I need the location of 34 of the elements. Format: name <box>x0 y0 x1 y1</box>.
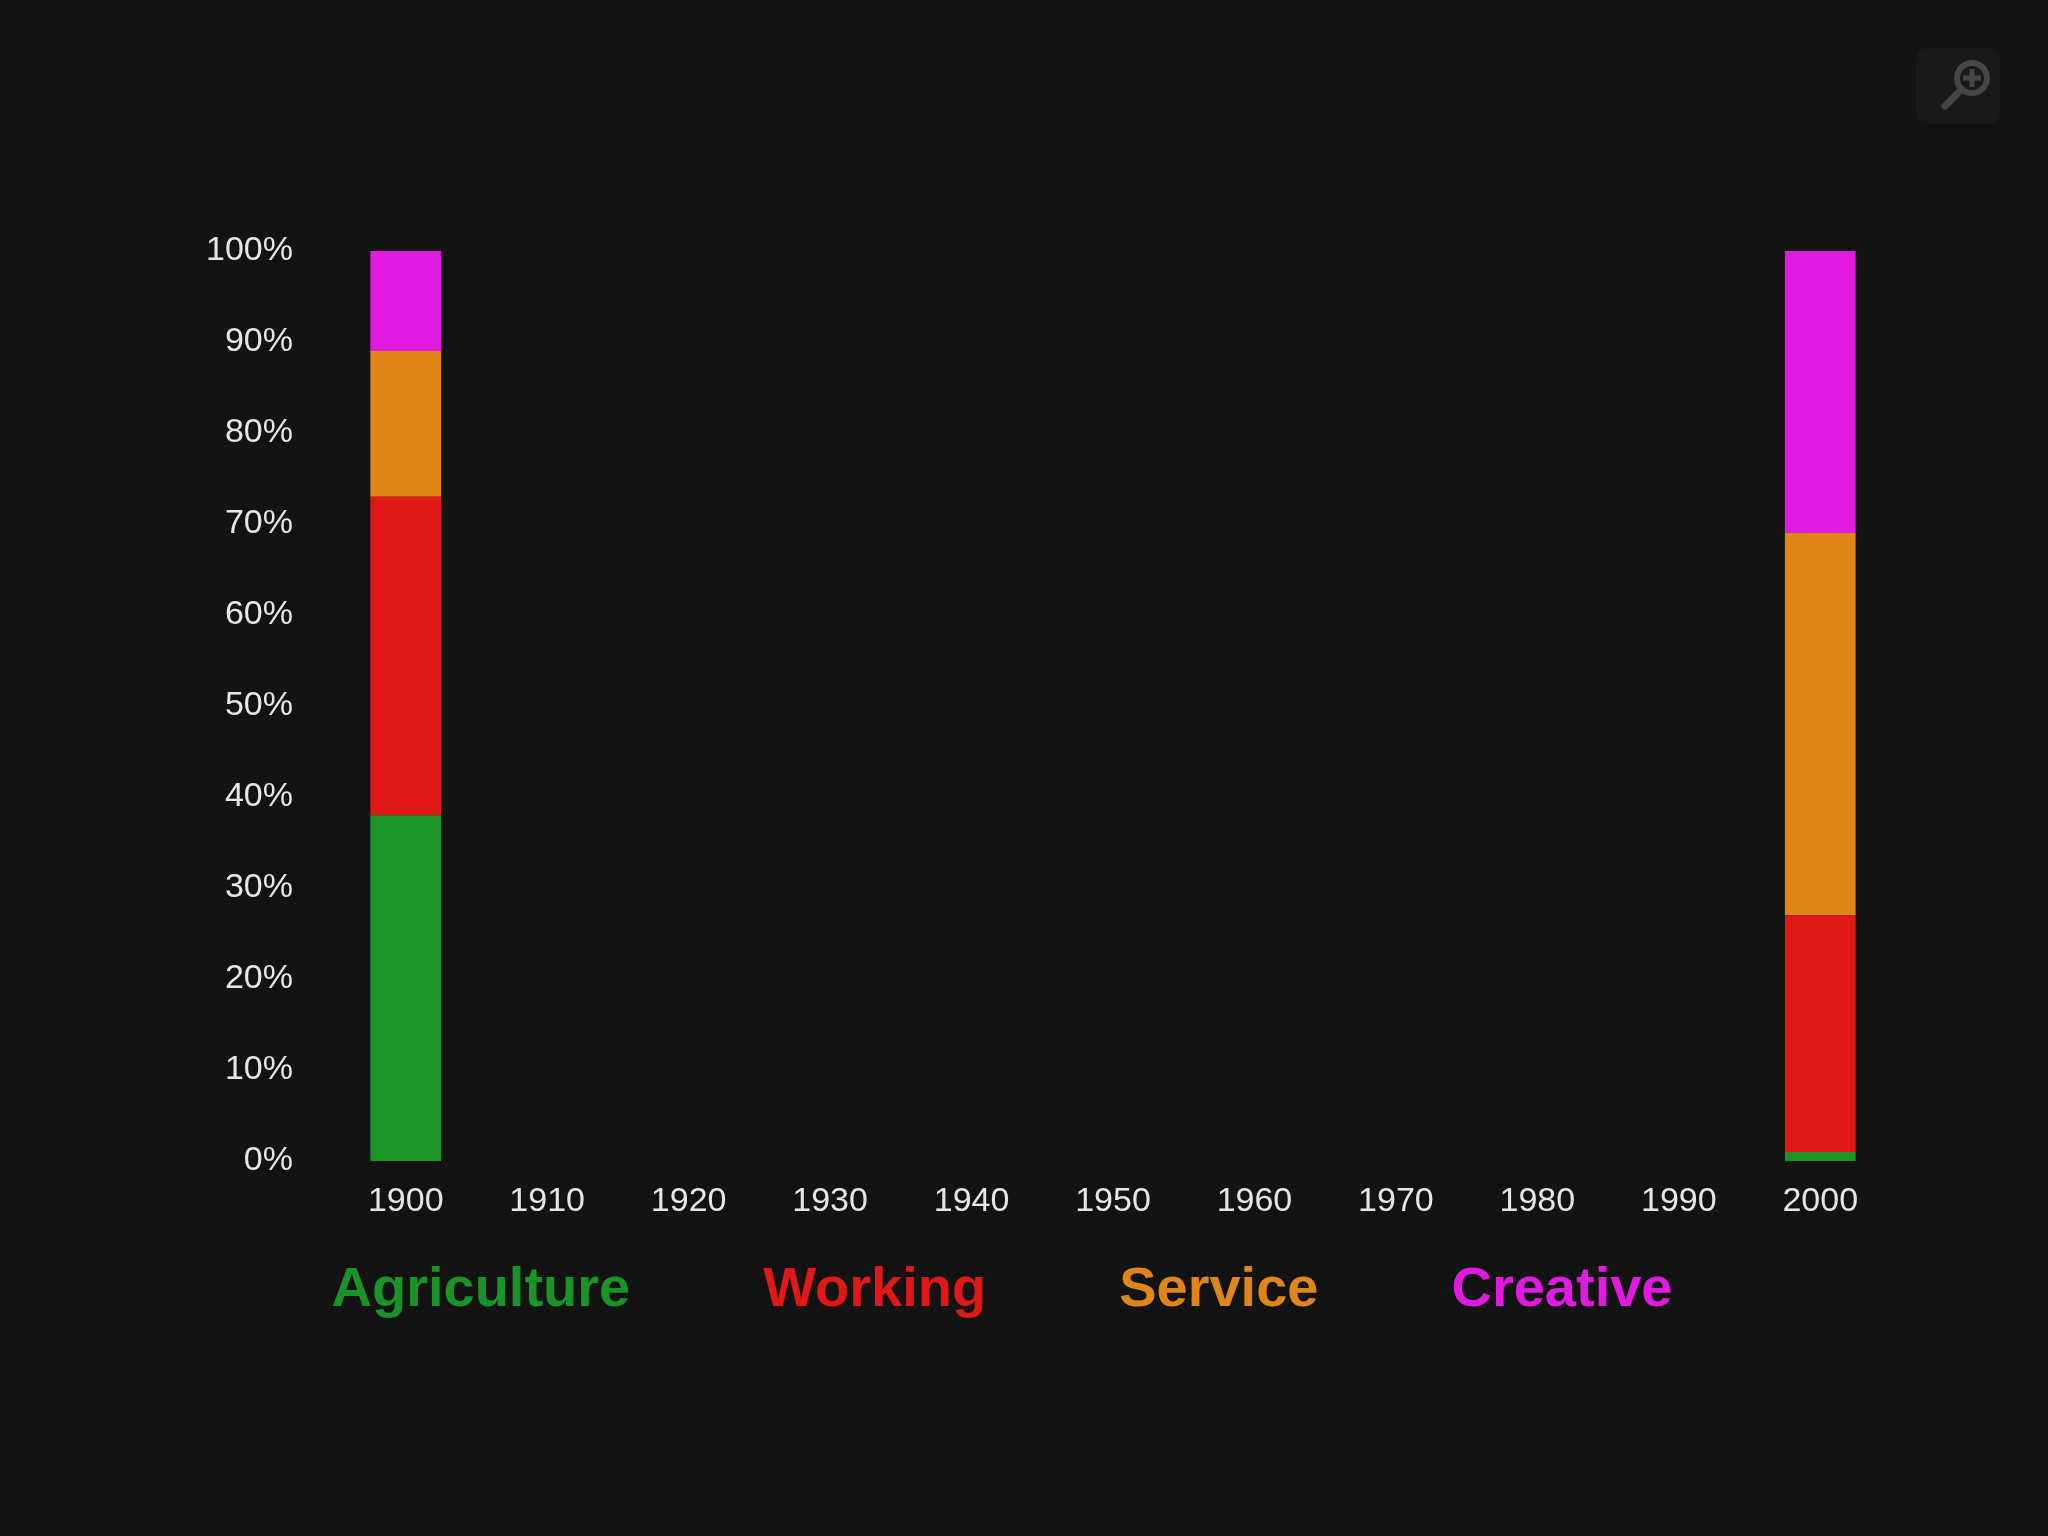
x-tick-label: 1990 <box>1641 1179 1717 1218</box>
y-tick-label: 80% <box>224 411 293 450</box>
bar <box>1784 251 1856 534</box>
x-tick-label: 2000 <box>1782 1179 1859 1218</box>
text: Working <box>763 1255 987 1319</box>
y-tick-label: 70% <box>224 502 293 541</box>
bar <box>1784 533 1856 916</box>
x-tick-label: 1960 <box>1216 1179 1293 1218</box>
x-tick-label: 1910 <box>509 1179 585 1218</box>
x-tick-label: 1940 <box>933 1179 1010 1218</box>
series-label: Agriculture <box>331 1255 631 1319</box>
y-tick-label: 50% <box>224 684 293 723</box>
text: Creative <box>1451 1255 1673 1319</box>
y-tick-label: 60% <box>224 593 293 632</box>
bar <box>1784 915 1856 1152</box>
x-tick-label: 1900 <box>367 1179 444 1218</box>
x-tick-label: 1970 <box>1358 1179 1434 1218</box>
bar <box>370 251 442 352</box>
bar <box>370 351 442 497</box>
y-tick-label: 90% <box>224 320 293 359</box>
y-tick-label: 20% <box>224 957 293 996</box>
bar <box>1784 1151 1856 1161</box>
bar <box>370 496 442 816</box>
x-tick-label: 1930 <box>792 1179 868 1218</box>
y-tick-label: 100% <box>206 229 293 268</box>
x-tick-label: 1920 <box>650 1179 727 1218</box>
bar <box>370 815 442 1161</box>
y-tick-label: 40% <box>224 775 293 814</box>
y-tick-label: 10% <box>224 1048 293 1087</box>
x-tick-label: 1980 <box>1499 1179 1576 1218</box>
x-tick-label: 1950 <box>1075 1179 1151 1218</box>
y-tick-label: 30% <box>224 866 293 905</box>
text: Service <box>1119 1255 1319 1319</box>
y-tick-label: 0% <box>243 1139 293 1178</box>
